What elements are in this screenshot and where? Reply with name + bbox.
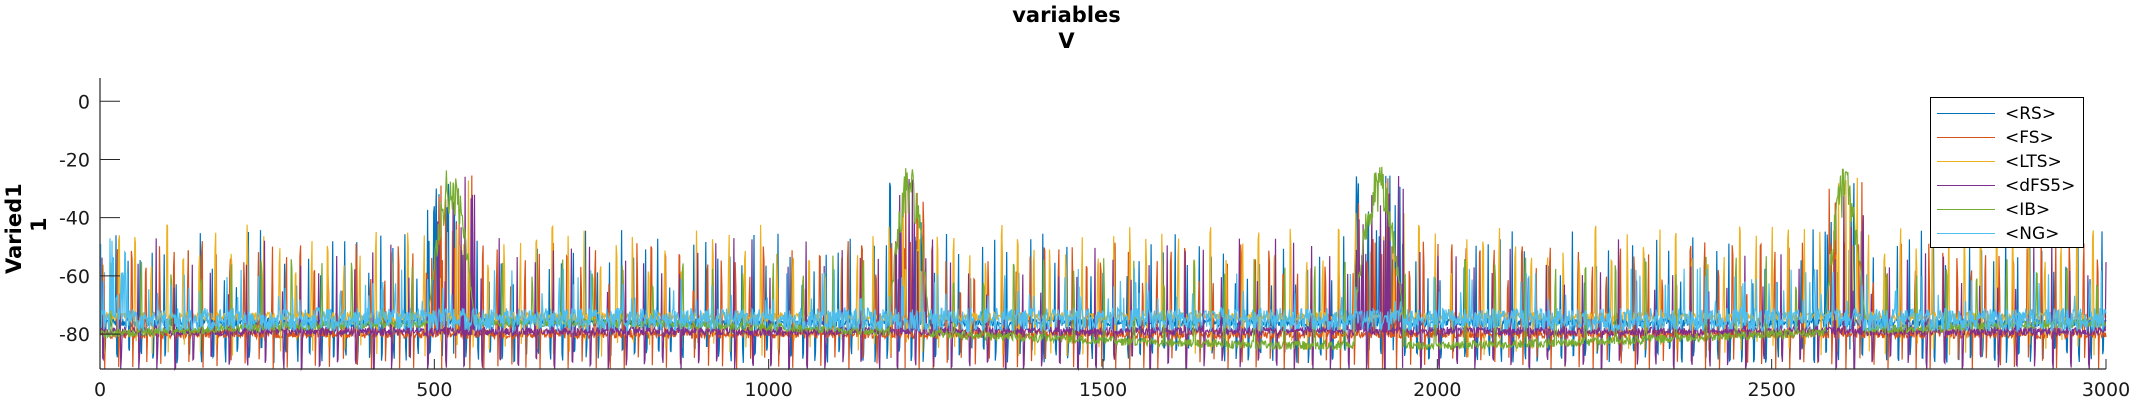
legend-item-dfs5: <dFS5> <box>1931 174 2085 198</box>
legend-swatch-ng <box>1937 233 1995 234</box>
x-tick-label: 1000 <box>744 379 792 400</box>
x-tick-label: 1500 <box>1079 379 1127 400</box>
x-tick-label: 500 <box>416 379 452 400</box>
y-tick-label: -20 <box>59 149 90 171</box>
series-layer <box>99 166 2107 372</box>
legend-swatch-rs <box>1937 113 1995 114</box>
legend-item-rs: <RS> <box>1931 102 2085 126</box>
legend: <RS> <FS> <LTS> <dFS5> <IB> <NG> <box>1930 97 2084 248</box>
y-axis-label-index: 1 <box>27 217 51 232</box>
legend-label-fs: <FS> <box>2005 128 2054 148</box>
legend-swatch-lts <box>1937 161 1995 162</box>
y-tick-label: -40 <box>59 208 90 230</box>
legend-label-dfs5: <dFS5> <box>2005 176 2076 196</box>
legend-swatch-dfs5 <box>1937 185 1995 186</box>
series-line-ng <box>99 238 2107 334</box>
series-line-ib <box>99 166 2107 351</box>
legend-swatch-fs <box>1937 137 1995 138</box>
chart-title: variables <box>1012 3 1121 27</box>
y-tick-label: 0 <box>78 91 90 113</box>
legend-label-ib: <IB> <box>2005 200 2051 220</box>
legend-label-rs: <RS> <box>2005 104 2057 124</box>
y-tick-label: -60 <box>59 266 90 288</box>
legend-item-ib: <IB> <box>1931 198 2085 222</box>
x-tick-label: 2500 <box>1747 379 1795 400</box>
axes-layer: 0 500 1000 1500 2000 2500 3000 0 -20 -40 -60 -80 <box>59 78 2130 400</box>
y-tick-label: -80 <box>59 324 90 346</box>
x-tick-label: 0 <box>94 379 106 400</box>
legend-label-lts: <LTS> <box>2005 152 2062 172</box>
x-tick-label: 3000 <box>2082 379 2130 400</box>
y-axis-label: Varied1 <box>2 183 26 274</box>
chart-subtitle: V <box>1058 29 1075 53</box>
legend-item-fs: <FS> <box>1931 126 2085 150</box>
legend-item-lts: <LTS> <box>1931 150 2085 174</box>
legend-item-ng: <NG> <box>1931 222 2085 246</box>
legend-label-ng: <NG> <box>2005 224 2060 244</box>
x-tick-label: 2000 <box>1413 379 1461 400</box>
legend-swatch-ib <box>1937 209 1995 210</box>
